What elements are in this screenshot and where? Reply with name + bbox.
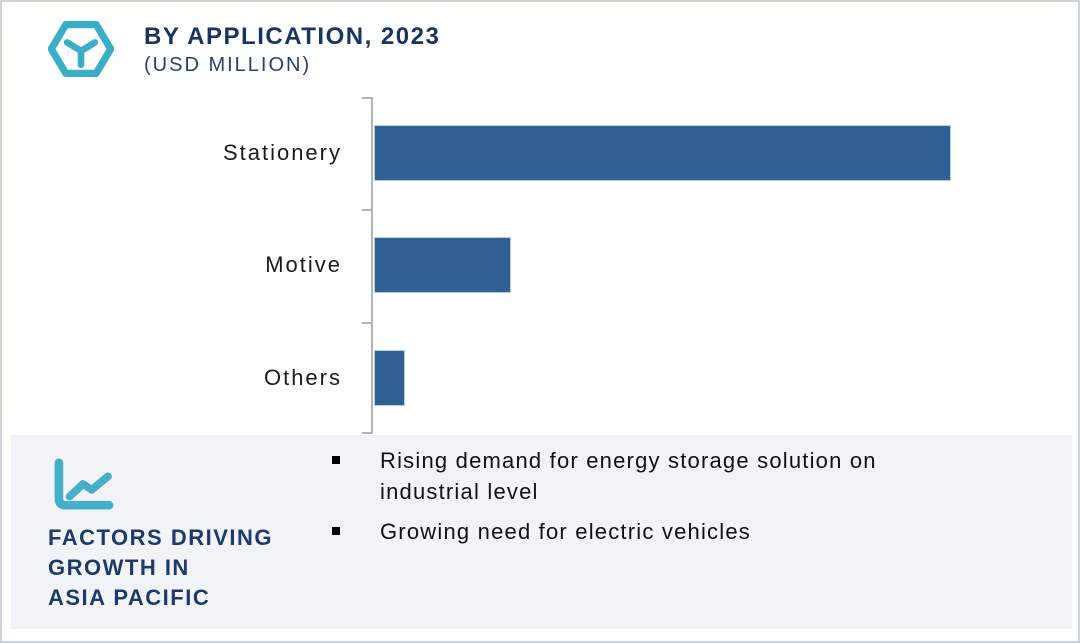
factors-list: Rising demand for energy storage solutio… <box>332 445 1022 556</box>
bar-row-stationery: Stationery <box>2 97 1078 209</box>
bar-others <box>374 350 405 406</box>
bar-stationery <box>374 125 951 181</box>
category-label: Stationery <box>222 140 342 165</box>
factors-heading: FACTORS DRIVING GROWTH IN ASIA PACIFIC <box>48 525 274 610</box>
axis-tick <box>362 322 372 324</box>
bar-row-motive: Motive <box>2 209 1078 321</box>
factors-panel: FACTORS DRIVING GROWTH IN ASIA PACIFIC R… <box>11 435 1072 629</box>
line-chart-icon <box>48 457 118 511</box>
chart-title-block: BY APPLICATION, 2023 (USD MILLION) <box>144 23 440 77</box>
axis-tick <box>362 97 372 99</box>
black-square-bullet-icon <box>332 527 340 535</box>
category-label: Others <box>263 365 342 390</box>
page-subtitle: (USD MILLION) <box>144 54 312 76</box>
list-item: Growing need for electric vehicles <box>332 516 1022 547</box>
page-title: BY APPLICATION, 2023 <box>144 23 441 50</box>
bar-chart: Stationery Motive Others <box>2 97 1078 434</box>
bar-motive <box>374 237 511 293</box>
axis-tick <box>362 432 372 434</box>
category-label: Motive <box>265 252 342 277</box>
factor-text: Growing need for electric vehicles <box>380 519 751 544</box>
y-axis-line <box>371 97 373 434</box>
chart-header: BY APPLICATION, 2023 (USD MILLION) <box>2 2 1078 92</box>
hexagon-cube-icon <box>47 18 115 80</box>
axis-tick <box>362 209 372 211</box>
list-item: Rising demand for energy storage solutio… <box>332 445 1022 507</box>
black-square-bullet-icon <box>332 456 340 464</box>
bar-row-others: Others <box>2 322 1078 434</box>
factor-text: Rising demand for energy storage solutio… <box>380 448 877 504</box>
